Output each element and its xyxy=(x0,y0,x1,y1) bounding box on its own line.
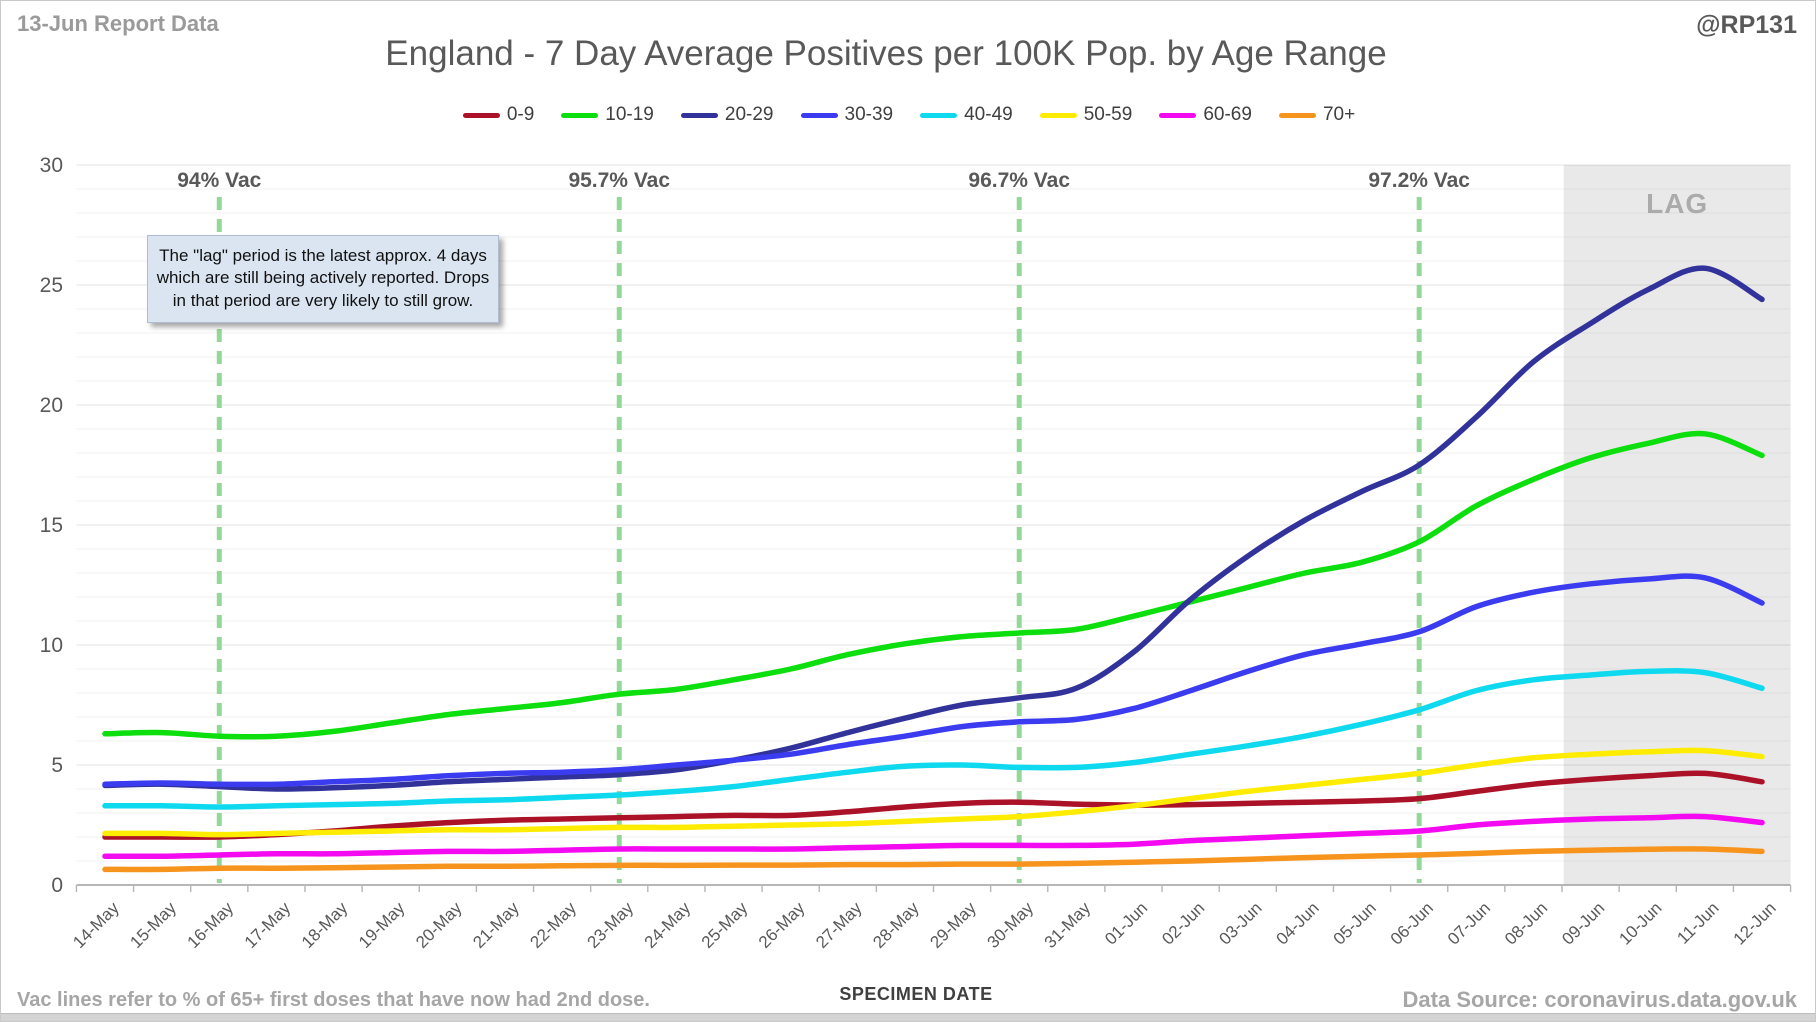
x-axis-label: 02-Jun xyxy=(1158,898,1208,948)
legend-swatch-icon xyxy=(1278,112,1316,118)
x-axis-label: 04-Jun xyxy=(1273,898,1323,948)
vac-note: Vac lines refer to % of 65+ first doses … xyxy=(17,989,650,1011)
y-axis-label: 0 xyxy=(51,874,63,897)
y-axis-label: 15 xyxy=(40,514,63,537)
series-line-10-19 xyxy=(102,430,1765,740)
x-axis-label: 28-May xyxy=(869,898,923,952)
x-axis-label: 05-Jun xyxy=(1330,898,1380,948)
x-axis-label: 08-Jun xyxy=(1501,898,1551,948)
lag-annotation-line2: which are still being actively reported.… xyxy=(156,268,490,288)
legend-label: 40-49 xyxy=(964,104,1013,125)
x-axis-label: 20-May xyxy=(412,898,466,952)
chart-legend: 0-9 10-19 20-29 30-39 40-49 50-59 60-69 70+ xyxy=(1,104,1815,126)
x-axis-label: 18-May xyxy=(298,898,352,952)
legend-item-30-39: 30-39 xyxy=(800,104,894,126)
vac-label: 95.7% Vac xyxy=(568,169,670,192)
x-axis-label: 30-May xyxy=(984,898,1038,952)
x-axis-label: 12-Jun xyxy=(1730,898,1780,948)
y-axis-label: 10 xyxy=(40,634,63,657)
x-axis-label: 26-May xyxy=(755,898,809,952)
vac-label: 96.7% Vac xyxy=(968,169,1070,192)
x-axis-label: 14-May xyxy=(69,898,123,952)
data-source: Data Source: coronavirus.data.gov.uk xyxy=(1402,987,1797,1012)
legend-item-60-69: 60-69 xyxy=(1159,104,1252,126)
x-axis-label: 29-May xyxy=(926,898,980,952)
legend-label: 50-59 xyxy=(1083,104,1133,125)
legend-swatch-icon xyxy=(920,112,958,118)
x-axis-label: 23-May xyxy=(584,898,638,952)
x-axis-label: 25-May xyxy=(698,898,752,952)
x-axis-label: 03-Jun xyxy=(1215,898,1265,948)
vac-label: 94% Vac xyxy=(177,169,261,192)
x-axis-label: 07-Jun xyxy=(1444,898,1494,948)
legend-swatch-icon xyxy=(462,112,500,118)
x-axis-label: 06-Jun xyxy=(1387,898,1437,948)
x-axis-label: 17-May xyxy=(241,898,295,952)
lag-label: LAG xyxy=(1646,188,1708,219)
x-axis-label: 10-Jun xyxy=(1615,898,1665,948)
series-line-50-59 xyxy=(102,747,1765,838)
vac-label: 97.2% Vac xyxy=(1368,169,1470,192)
legend-swatch-icon xyxy=(1039,112,1077,118)
legend-label: 20-29 xyxy=(724,104,774,125)
x-axis-label: 31-May xyxy=(1041,898,1095,952)
legend-swatch-icon xyxy=(680,112,718,118)
chart-title: England - 7 Day Average Positives per 10… xyxy=(385,34,1387,73)
author-handle: @RP131 xyxy=(1696,11,1797,39)
window-edge-strip xyxy=(1,1013,1815,1021)
series-line-20-29 xyxy=(102,265,1765,792)
x-axis-label: 09-Jun xyxy=(1558,898,1608,948)
x-axis-label: 15-May xyxy=(126,898,180,952)
legend-item-50-59: 50-59 xyxy=(1039,104,1133,126)
report-date-label: 13-Jun Report Data xyxy=(17,11,219,36)
legend-swatch-icon xyxy=(800,112,838,118)
lag-annotation-box: The "lag" period is the latest approx. 4… xyxy=(147,235,499,324)
series-line-40-49 xyxy=(102,668,1765,810)
legend-item-10-19: 10-19 xyxy=(561,104,654,126)
x-axis-label: 24-May xyxy=(641,898,695,952)
x-axis-title: SPECIMEN DATE xyxy=(839,984,993,1004)
legend-swatch-icon xyxy=(561,112,599,118)
x-axis-label: 01-Jun xyxy=(1101,898,1151,948)
x-axis-label: 22-May xyxy=(526,898,580,952)
series-line-30-39 xyxy=(102,573,1765,788)
series-line-0-9 xyxy=(102,770,1765,840)
legend-item-20-29: 20-29 xyxy=(680,104,774,126)
x-axis-label: 27-May xyxy=(812,898,866,952)
legend-label: 30-39 xyxy=(844,104,894,125)
y-axis-label: 20 xyxy=(40,394,63,417)
legend-label: 10-19 xyxy=(605,104,654,125)
x-axis-label: 11-Jun xyxy=(1673,898,1722,947)
lag-annotation-line3: in that period are very likely to still … xyxy=(172,290,474,310)
legend-label: 60-69 xyxy=(1203,104,1252,125)
series-line-70+ xyxy=(102,846,1765,873)
legend-item-0-9: 0-9 xyxy=(462,104,535,126)
x-axis-label: 21-May xyxy=(469,898,523,952)
x-axis-label: 16-May xyxy=(184,898,238,952)
x-axis-label: 19-May xyxy=(355,898,409,952)
legend-label: 70+ xyxy=(1322,104,1356,125)
y-axis-label: 30 xyxy=(40,154,63,177)
legend-item-70+: 70+ xyxy=(1278,104,1356,126)
legend-item-40-49: 40-49 xyxy=(920,104,1013,126)
y-axis-label: 25 xyxy=(40,274,63,297)
series-line-60-69 xyxy=(102,813,1765,860)
lag-annotation-line1: The "lag" period is the latest approx. 4… xyxy=(159,246,487,265)
y-axis-label: 5 xyxy=(51,754,63,777)
lag-region xyxy=(1563,165,1791,885)
legend-swatch-icon xyxy=(1159,112,1197,118)
legend-label: 0-9 xyxy=(506,104,535,125)
